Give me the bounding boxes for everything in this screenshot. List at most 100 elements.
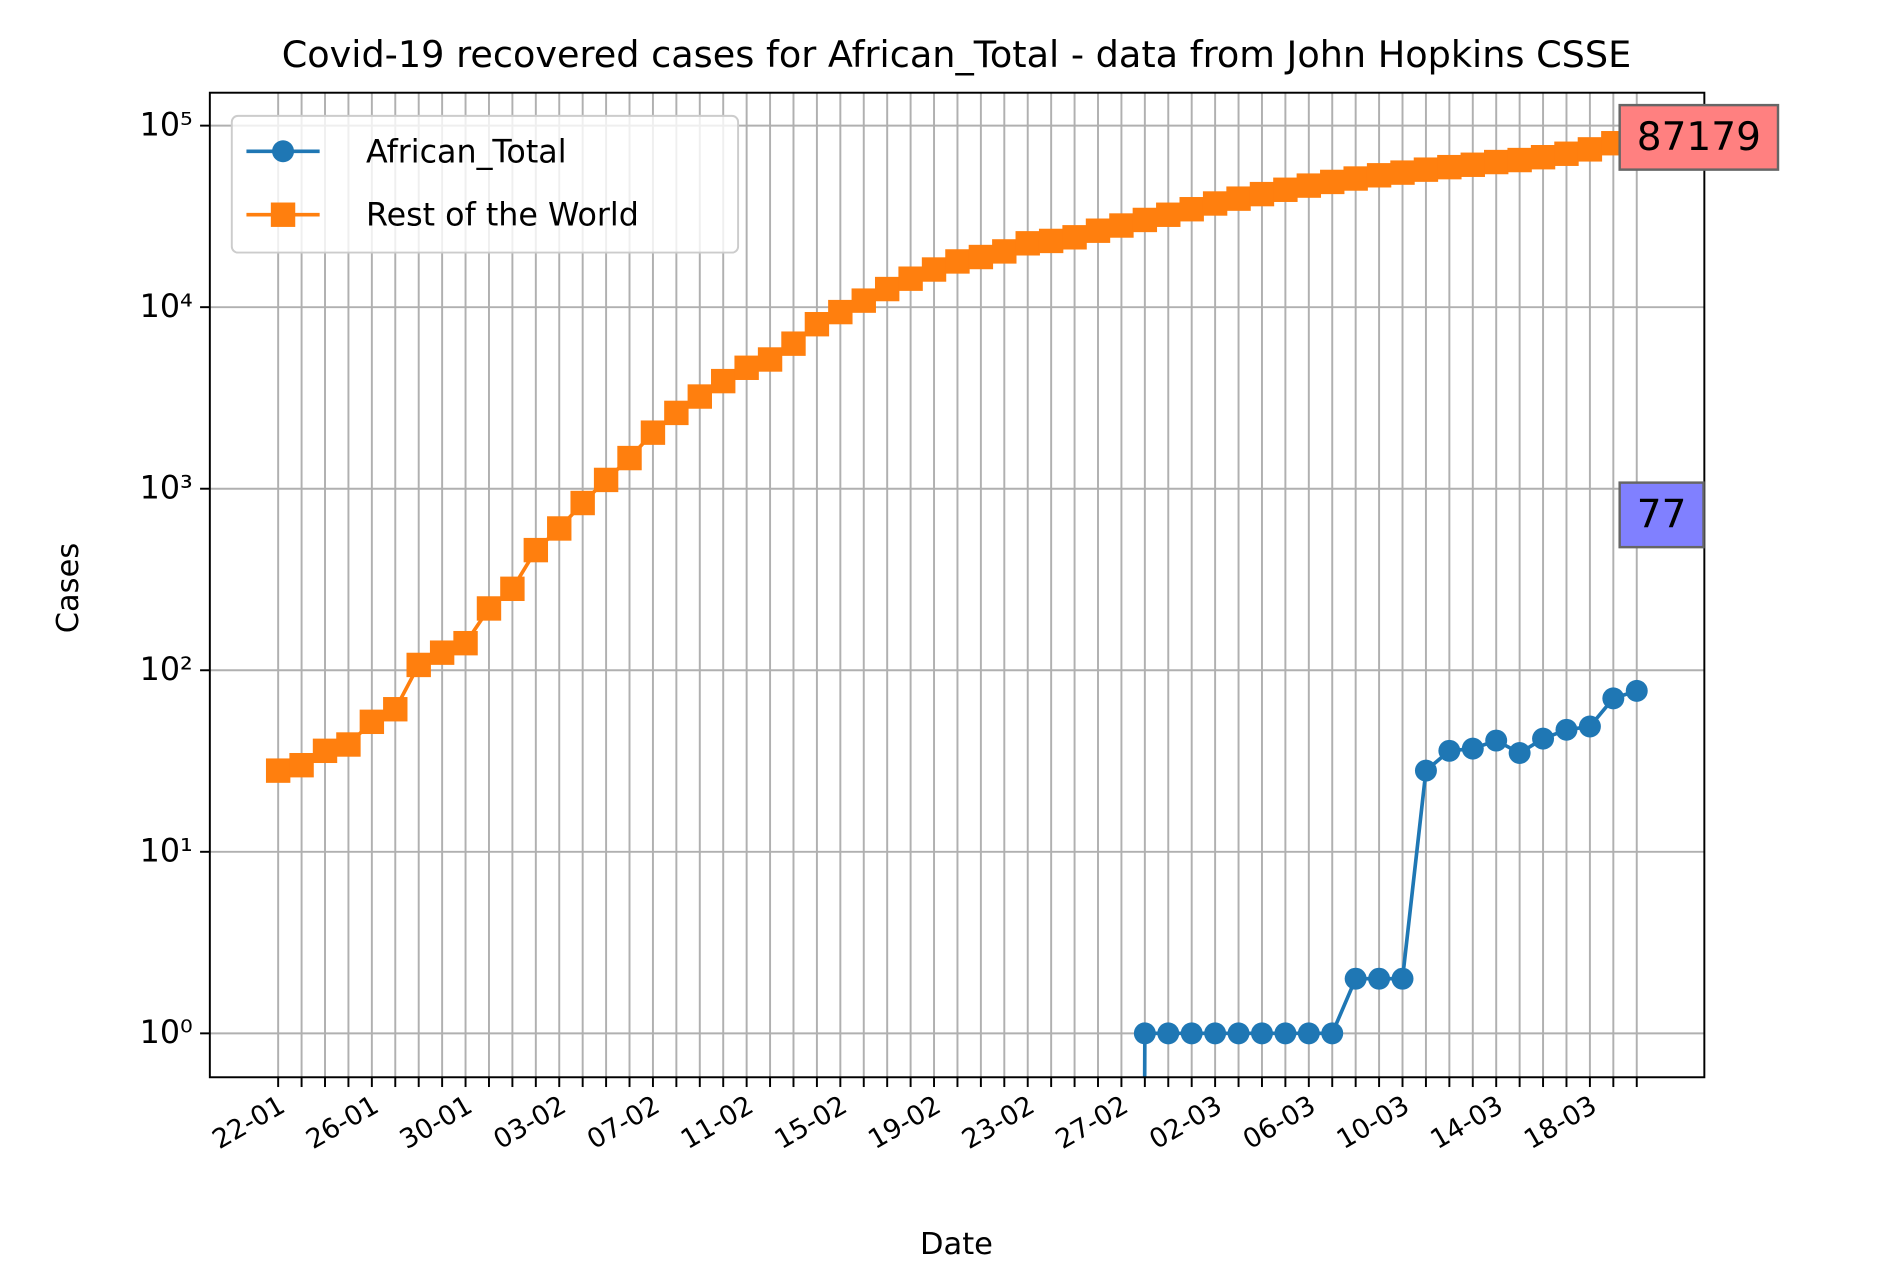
marker	[874, 276, 900, 302]
marker	[664, 400, 689, 426]
marker	[1250, 1022, 1273, 1045]
y-tick-label: 10²	[140, 652, 193, 688]
marker	[1368, 967, 1391, 990]
x-tick-label: 27-02	[1051, 1090, 1134, 1156]
marker	[1413, 157, 1439, 182]
x-tick-label: 07-02	[582, 1090, 665, 1156]
annotation-text: 87179	[1637, 115, 1761, 160]
value-annotation: 87179	[1618, 103, 1780, 171]
marker	[640, 420, 666, 445]
marker	[1532, 727, 1555, 750]
marker	[1437, 154, 1462, 180]
marker	[1227, 1022, 1250, 1045]
marker	[453, 630, 478, 656]
marker	[1625, 679, 1648, 702]
x-tick-label: 22-01	[207, 1090, 290, 1156]
marker	[1085, 218, 1111, 243]
marker	[1204, 1022, 1227, 1045]
x-tick-label: 11-02	[676, 1090, 759, 1156]
marker	[1438, 739, 1461, 762]
marker	[312, 738, 338, 764]
marker	[1132, 207, 1158, 233]
legend-label: Rest of the World	[366, 198, 639, 234]
legend-marker	[270, 202, 296, 227]
marker	[1296, 173, 1322, 198]
marker	[1133, 1022, 1156, 1045]
marker	[1273, 177, 1298, 202]
marker	[1390, 160, 1415, 185]
marker	[1602, 687, 1625, 710]
marker	[1507, 147, 1532, 173]
y-tick-label: 10⁴	[140, 289, 193, 325]
marker	[1180, 1022, 1203, 1045]
overlay: 87179 77 African_Total Rest of the World	[230, 103, 1780, 549]
marker	[1343, 166, 1368, 191]
marker	[1508, 742, 1531, 765]
x-tick-label: 10-03	[1332, 1090, 1415, 1156]
marker	[1578, 715, 1601, 738]
marker	[1109, 213, 1134, 238]
y-axis-label: Cases	[51, 543, 86, 634]
series-line	[1142, 689, 1638, 1078]
marker	[851, 288, 876, 313]
marker	[757, 347, 783, 372]
annotation-box	[1618, 481, 1705, 549]
marker	[429, 640, 455, 665]
x-tick-label: 06-03	[1238, 1090, 1321, 1156]
y-tick-label: 10³	[140, 470, 193, 506]
marker	[1157, 1022, 1180, 1045]
marker	[687, 384, 712, 409]
y-tick-label: 10⁵	[140, 107, 193, 143]
marker	[1344, 967, 1367, 990]
marker	[1297, 1022, 1320, 1045]
x-tick-label: 15-02	[769, 1090, 852, 1156]
marker	[289, 752, 314, 778]
legend-label: African_Total	[366, 134, 567, 170]
marker	[734, 355, 759, 380]
x-tick-label: 26-01	[301, 1090, 384, 1156]
marker	[1062, 225, 1087, 250]
marker	[898, 266, 923, 291]
marker	[1530, 144, 1556, 170]
x-tick-label: 30-01	[395, 1090, 478, 1156]
x-tick-label: 18-03	[1519, 1090, 1602, 1156]
marker	[828, 299, 853, 325]
marker	[523, 537, 549, 563]
marker	[383, 697, 408, 722]
annotation-text: 77	[1637, 492, 1687, 537]
legend-frame	[230, 114, 740, 254]
ticks: 22-01 26-01 30-01 03-02 07-02 11-02 15-02 19-02…	[140, 107, 1638, 1156]
marker	[570, 490, 595, 516]
marker	[992, 239, 1017, 264]
legend: African_Total Rest of the World	[230, 114, 740, 254]
x-tick-label: 03-02	[488, 1090, 571, 1156]
value-annotation: 77	[1618, 481, 1705, 549]
marker	[1485, 729, 1508, 752]
marker	[617, 445, 642, 471]
marker	[593, 467, 619, 493]
marker	[804, 311, 830, 337]
marker	[1274, 1022, 1297, 1045]
marker	[1321, 1022, 1344, 1045]
marker	[1038, 228, 1064, 254]
marker	[406, 652, 431, 678]
x-tick-label: 02-03	[1144, 1090, 1227, 1156]
marker	[1226, 186, 1251, 211]
marker	[1484, 149, 1509, 175]
marker	[945, 249, 970, 274]
marker	[500, 576, 525, 602]
marker	[1391, 967, 1414, 990]
marker	[1320, 169, 1345, 195]
chart-title: Covid-19 recovered cases for African_Tot…	[282, 33, 1632, 76]
marker	[711, 368, 736, 394]
x-tick-label: 19-02	[863, 1090, 946, 1156]
marker	[921, 257, 947, 282]
marker	[1461, 737, 1484, 760]
marker	[1249, 181, 1275, 207]
marker	[781, 331, 806, 356]
marker	[1156, 202, 1181, 227]
grid	[209, 92, 1705, 1078]
x-tick-label: 14-03	[1425, 1090, 1508, 1156]
marker	[968, 244, 994, 270]
